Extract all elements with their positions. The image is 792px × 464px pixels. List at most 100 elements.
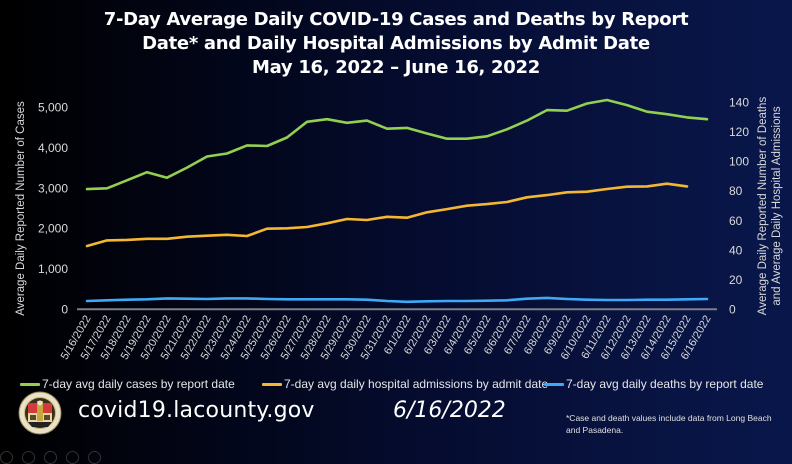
data-point-cases xyxy=(386,127,389,130)
legend-label-cases: 7-day avg daily cases by report date xyxy=(42,377,235,391)
left-y-axis: 0 1,000 2,000 3,000 4,000 5,000 xyxy=(38,101,68,317)
data-point-admissions xyxy=(406,216,409,219)
data-point-cases xyxy=(706,118,709,121)
series-line-admissions xyxy=(85,182,689,248)
control-circle-icon xyxy=(44,451,57,464)
legend-swatch-cases xyxy=(20,382,40,386)
y-tick-label: 4,000 xyxy=(38,141,68,155)
data-point-admissions xyxy=(626,185,629,188)
data-point-deaths xyxy=(106,299,109,302)
data-point-cases xyxy=(406,127,409,130)
control-circle-icon xyxy=(0,451,13,464)
data-point-deaths xyxy=(546,297,549,300)
data-point-cases xyxy=(646,110,649,113)
data-point-admissions xyxy=(86,245,89,248)
data-point-deaths xyxy=(246,297,249,300)
data-point-cases xyxy=(166,176,169,179)
data-point-cases xyxy=(666,113,669,116)
data-point-cases xyxy=(126,179,129,182)
data-point-admissions xyxy=(466,204,469,207)
data-point-cases xyxy=(686,116,689,119)
data-point-cases xyxy=(626,104,629,107)
footnote: *Case and death values include data from… xyxy=(566,413,772,435)
data-point-admissions xyxy=(146,237,149,240)
data-point-deaths xyxy=(146,298,149,301)
data-point-admissions xyxy=(346,218,349,221)
y2-tick-label: 120 xyxy=(729,125,749,139)
y2-tick-label: 80 xyxy=(729,184,743,198)
data-point-deaths xyxy=(486,299,489,302)
control-circle-icon xyxy=(22,451,35,464)
data-point-admissions xyxy=(206,234,209,237)
data-point-deaths xyxy=(326,298,329,301)
data-point-deaths xyxy=(166,297,169,300)
data-point-cases xyxy=(586,102,589,105)
data-point-admissions xyxy=(646,185,649,188)
legend-label-deaths: 7-day avg daily deaths by report date xyxy=(566,377,764,391)
series-line-deaths xyxy=(85,296,709,304)
data-point-cases xyxy=(566,109,569,112)
data-point-admissions xyxy=(286,227,289,230)
y-tick-label: 2,000 xyxy=(38,222,68,236)
data-point-deaths xyxy=(666,298,669,301)
data-point-deaths xyxy=(646,298,649,301)
data-point-deaths xyxy=(626,299,629,302)
data-point-deaths xyxy=(506,299,509,302)
data-point-admissions xyxy=(106,239,109,242)
left-y-axis-title: Average Daily Reported Number of Cases xyxy=(15,101,27,316)
data-point-cases xyxy=(246,144,249,147)
y2-tick-label: 140 xyxy=(729,96,749,110)
data-point-cases xyxy=(146,171,149,174)
data-point-deaths xyxy=(566,298,569,301)
website-link[interactable]: covid19.lacounty.gov xyxy=(78,398,315,423)
chart-title: 7-Day Average Daily COVID-19 Cases and D… xyxy=(0,8,792,80)
data-point-admissions xyxy=(666,182,669,185)
data-point-admissions xyxy=(526,196,529,199)
data-point-deaths xyxy=(386,300,389,303)
legend-item-admissions: 7-day avg daily hospital admissions by a… xyxy=(262,377,548,391)
legend-label-admissions: 7-day avg daily hospital admissions by a… xyxy=(284,377,549,391)
data-point-deaths xyxy=(366,298,369,301)
chart-title-line-3: May 16, 2022 – June 16, 2022 xyxy=(252,57,540,78)
y2-tick-label: 100 xyxy=(729,155,749,169)
data-point-deaths xyxy=(526,297,529,300)
right-y-axis-title-line-2: and Average Daily Hospital Admissions xyxy=(771,106,783,305)
data-point-deaths xyxy=(446,300,449,303)
data-point-cases xyxy=(86,188,89,191)
data-point-admissions xyxy=(386,215,389,218)
data-point-admissions xyxy=(686,185,689,188)
legend-swatch-deaths xyxy=(544,382,564,386)
control-circle-icon xyxy=(66,451,79,464)
data-point-admissions xyxy=(126,239,129,242)
data-point-cases xyxy=(486,135,489,138)
data-point-cases xyxy=(506,128,509,131)
data-point-cases xyxy=(606,99,609,102)
series-line-cases xyxy=(85,98,709,191)
y-tick-label: 3,000 xyxy=(38,181,68,195)
legend-item-cases: 7-day avg daily cases by report date xyxy=(20,377,235,391)
data-point-admissions xyxy=(326,222,329,225)
data-point-cases xyxy=(426,132,429,135)
chart-title-line-2: Date* and Daily Hospital Admissions by A… xyxy=(142,33,650,54)
data-point-admissions xyxy=(446,208,449,211)
chart-legend: 7-day avg daily cases by report date 7-d… xyxy=(0,377,792,393)
data-point-admissions xyxy=(606,188,609,191)
data-point-cases xyxy=(546,109,549,112)
y2-tick-label: 60 xyxy=(729,214,743,228)
data-point-deaths xyxy=(266,298,269,301)
data-point-deaths xyxy=(186,297,189,300)
data-point-deaths xyxy=(206,298,209,301)
data-point-cases xyxy=(106,187,109,190)
y-tick-label: 1,000 xyxy=(38,262,68,276)
la-county-seal-icon xyxy=(18,391,62,435)
data-point-admissions xyxy=(166,237,169,240)
y2-tick-label: 40 xyxy=(729,243,743,257)
report-date: 6/16/2022 xyxy=(393,398,506,423)
data-point-deaths xyxy=(466,300,469,303)
data-point-admissions xyxy=(506,201,509,204)
legend-swatch-admissions xyxy=(262,382,282,386)
x-axis: 5/16/20225/17/20225/18/20225/19/20225/20… xyxy=(59,314,714,362)
data-point-admissions xyxy=(266,227,269,230)
data-point-deaths xyxy=(606,299,609,302)
data-point-cases xyxy=(346,122,349,125)
